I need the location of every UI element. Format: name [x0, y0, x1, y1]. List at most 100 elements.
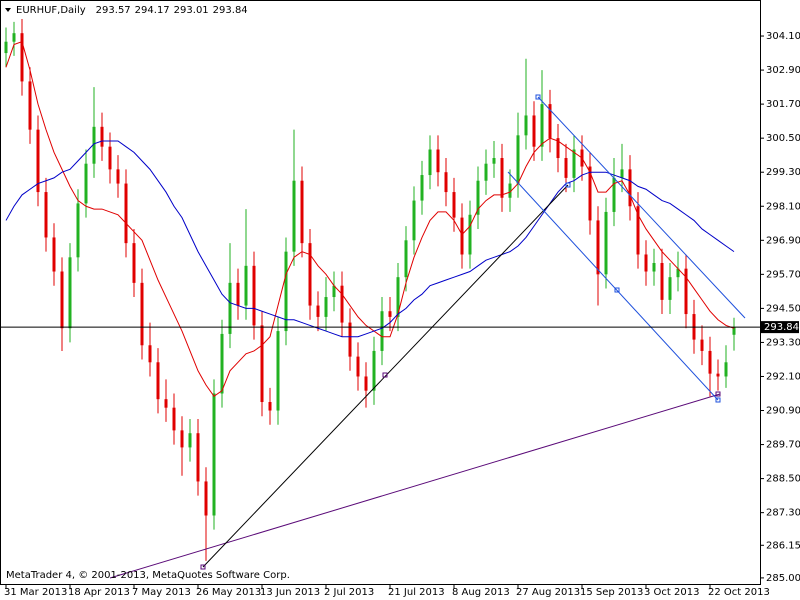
y-tick-label: 293.30	[766, 337, 800, 348]
y-tick-label: 290.90	[766, 406, 800, 417]
candle-body	[44, 192, 48, 238]
y-tick-label: 304.10	[766, 31, 800, 42]
x-tick-label: 15 Sep 2013	[580, 587, 643, 598]
moving-average	[5, 41, 735, 398]
y-tick-label: 287.30	[766, 508, 800, 519]
candle-body	[28, 81, 32, 130]
candle-body	[148, 345, 152, 363]
candle-body	[548, 104, 552, 139]
candle-body	[300, 180, 304, 244]
y-tick-label: 289.70	[766, 440, 800, 451]
candle-body	[620, 169, 624, 178]
candle-body	[564, 158, 568, 178]
channel-line	[537, 96, 746, 319]
x-tick-label: 18 Apr 2013	[68, 587, 130, 598]
candle-body	[156, 362, 160, 400]
candle-body	[636, 206, 640, 255]
candle-body	[476, 180, 480, 215]
anchor	[535, 94, 541, 100]
candle-body	[220, 333, 224, 394]
high-value: 294.17	[135, 5, 170, 16]
candle-body	[316, 305, 320, 317]
candle-body	[140, 282, 144, 346]
candle-body	[108, 146, 112, 170]
anchor	[382, 372, 388, 378]
candle-body	[68, 257, 72, 329]
candle-body	[180, 430, 184, 448]
candle-body	[60, 271, 64, 329]
x-tick-label: 27 Aug 2013	[516, 587, 580, 598]
x-tick-label: 31 Mar 2013	[4, 587, 67, 598]
anchor	[614, 287, 620, 293]
candle-body	[612, 177, 616, 212]
copyright: MetaTrader 4, © 2001-2013, MetaQuotes So…	[6, 570, 290, 581]
y-tick-label: 294.50	[766, 303, 800, 314]
candle-body	[508, 183, 512, 198]
candle-body	[188, 433, 192, 448]
trendlines	[109, 94, 746, 579]
candle-body	[124, 183, 128, 244]
candle-body	[716, 373, 720, 377]
axes: 304.10 302.90 301.70 300.50 299.30 298.10 296.…	[0, 31, 800, 598]
candle-body	[20, 33, 24, 82]
candle-body	[444, 172, 448, 193]
channel-line	[507, 171, 719, 401]
y-tick-label: 285.00	[766, 573, 800, 584]
y-tick-label: 302.90	[766, 65, 800, 76]
candle-body	[516, 135, 520, 184]
y-tick-label: 288.50	[766, 474, 800, 485]
y-tick-label: 295.70	[766, 269, 800, 280]
anchor	[200, 564, 206, 570]
y-tick-label: 298.10	[766, 201, 800, 212]
candle-body	[252, 265, 256, 326]
candle-body	[308, 243, 312, 306]
candle-body	[4, 41, 8, 54]
candle-body	[532, 115, 536, 147]
close-value: 293.84	[213, 5, 248, 16]
candle-body	[172, 407, 176, 431]
price-label-box	[761, 321, 799, 334]
candle-body	[556, 138, 560, 159]
candle-body	[388, 311, 392, 317]
x-tick-label: 21 Jul 2013	[388, 587, 445, 598]
candle-body	[500, 158, 504, 198]
candle-body	[420, 175, 424, 201]
anchor	[715, 397, 721, 403]
x-tick-label: 2 Jul 2013	[324, 587, 374, 598]
x-tick-label: 3 Oct 2013	[644, 587, 699, 598]
candle-body	[492, 158, 496, 164]
candle-body	[92, 126, 96, 164]
candle-body	[524, 115, 528, 136]
candle-body	[212, 393, 216, 516]
candle-body	[628, 169, 632, 207]
moving-average	[5, 140, 735, 338]
trendline	[202, 184, 569, 568]
candle-body	[84, 163, 88, 204]
candle-body	[76, 203, 80, 258]
candle-body	[660, 262, 664, 300]
y-tick-label: 300.50	[766, 133, 800, 144]
candle-body	[596, 220, 600, 275]
candle-body	[292, 180, 296, 252]
candle-body	[452, 192, 456, 218]
chart-header: EURHUF,Daily 293.57 294.17 293.01 293.84	[16, 5, 248, 16]
candle-body	[356, 356, 360, 377]
candle-body	[668, 277, 672, 300]
candle-body	[572, 149, 576, 178]
x-tick-label: 26 May 2013	[196, 587, 261, 598]
candle-body	[340, 285, 344, 323]
candle-body	[468, 214, 472, 255]
candle-body	[404, 240, 408, 278]
candle-body	[36, 129, 40, 193]
candle-body	[604, 211, 608, 275]
candle-body	[372, 350, 376, 391]
candle-body	[684, 268, 688, 315]
candle-body	[132, 243, 136, 283]
candle-body	[236, 282, 240, 306]
menu-arrow[interactable]	[5, 8, 11, 12]
candle-body	[116, 169, 120, 184]
candle-body	[540, 104, 544, 147]
candle-body	[460, 217, 464, 255]
candle-body	[652, 262, 656, 272]
y-tick-label: 296.90	[766, 235, 800, 246]
